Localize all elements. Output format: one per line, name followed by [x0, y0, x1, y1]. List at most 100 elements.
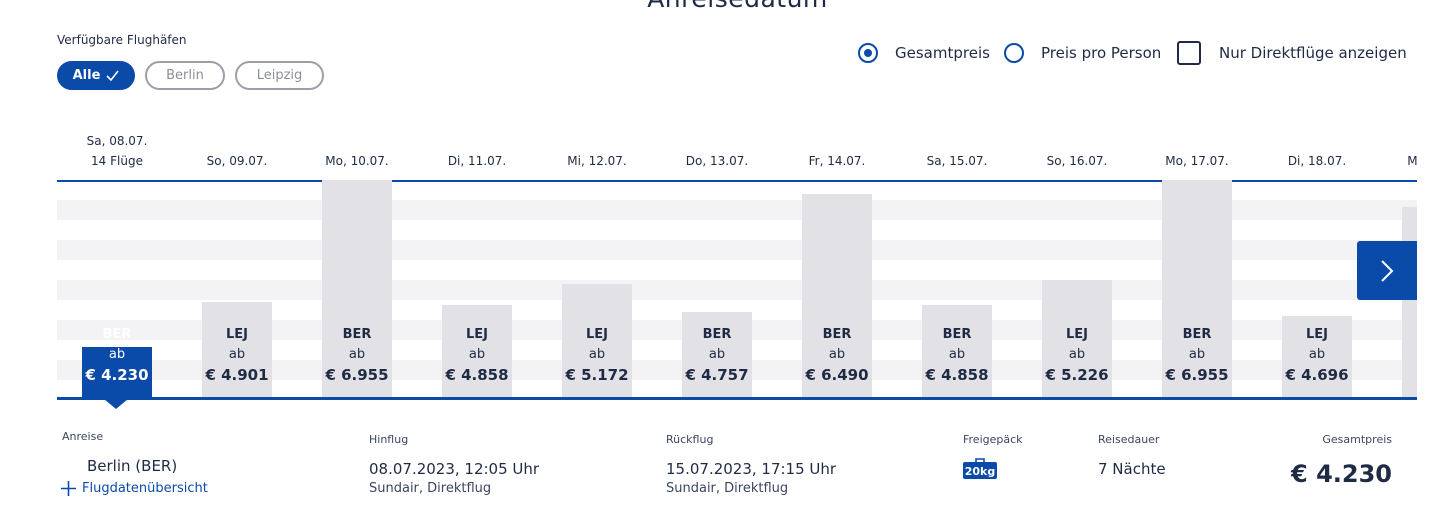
bar-price-label: BER ab € 6.955: [1147, 325, 1247, 385]
hinflug-airline: Sundair, Direktflug: [369, 481, 492, 496]
rueckflug-airline: Sundair, Direktflug: [666, 481, 789, 496]
radio-unchecked-icon[interactable]: [1004, 43, 1024, 63]
duration-label: Reisedauer: [1098, 433, 1160, 446]
check-icon: [106, 70, 120, 81]
flight-overview-link[interactable]: Flugdatenübersicht: [61, 481, 208, 496]
option-direct-only-label: Nur Direktflüge anzeigen: [1219, 44, 1407, 62]
selected-day-pointer: [104, 399, 128, 409]
bar-ab-text: ab: [228, 346, 246, 362]
rueckflug-time: 15.07.2023, 17:15 Uhr: [666, 460, 837, 478]
option-total-price-label: Gesamtpreis: [895, 44, 990, 62]
bar-airport-code: BER: [102, 326, 132, 342]
anreise-value: Berlin (BER): [87, 457, 178, 475]
day-price-bar[interactable]: LEJ ab € 4.696: [1282, 315, 1352, 397]
day-price-bar[interactable]: LEJ ab € 4.901: [202, 301, 272, 397]
bar-airport-code: BER: [342, 327, 372, 342]
bar-ab-text: ab: [468, 346, 486, 362]
airport-filter-berlin[interactable]: Berlin: [145, 61, 225, 90]
plus-icon: [61, 481, 76, 496]
day-date-label: Mo, 17.07.: [1165, 154, 1229, 168]
option-direct-only[interactable]: Nur Direktflüge anzeigen: [1177, 41, 1407, 65]
day-price-bar[interactable]: LEJ ab € 4.858: [442, 304, 512, 397]
bar-ab-text: ab: [588, 346, 606, 362]
bar-price-value: € 6.955: [1165, 366, 1229, 384]
bar-price-label: LEJ ab € 4.696: [1267, 325, 1367, 385]
hinflug-time: 08.07.2023, 12:05 Uhr: [369, 460, 540, 478]
bar-price-value: € 4.757: [685, 365, 749, 384]
day-date-label: Sa, 08.07. 14 Flüge: [57, 131, 177, 171]
total-price: € 4.230: [1291, 460, 1392, 488]
chart-gridline: [57, 240, 1417, 260]
option-per-person-label: Preis pro Person: [1041, 44, 1162, 62]
bar-price-label: LEJ ab € 5.172: [547, 325, 647, 385]
day-date-label: So, 09.07.: [206, 154, 268, 168]
bar-price-value: € 4.230: [85, 365, 149, 384]
day-date-label: Do, 13.07.: [685, 154, 749, 168]
bar-price-value: € 6.955: [325, 366, 389, 384]
bar-price-value: € 5.172: [565, 365, 629, 384]
bar-price-value: € 4.901: [205, 365, 269, 384]
airport-filter-all[interactable]: Alle: [57, 61, 135, 90]
radio-checked-icon[interactable]: [858, 43, 878, 63]
baggage-label: Freigepäck: [963, 433, 1023, 446]
airport-filter-all-label: Alle: [72, 68, 101, 83]
bar-price-value: € 4.858: [445, 365, 509, 384]
bar-airport-code: LEJ: [1305, 326, 1328, 342]
airports-label: Verfügbare Flughäfen: [57, 33, 187, 47]
day-price-bar[interactable]: BER ab € 4.757: [682, 311, 752, 397]
day-price-bar[interactable]: BER ab € 4.858: [922, 304, 992, 397]
bar-price-value: € 5.226: [1045, 365, 1109, 384]
bar-price-label: LEJ ab € 4.901: [187, 325, 287, 385]
bar-airport-code: LEJ: [1065, 326, 1088, 342]
calendar-baseline: [57, 397, 1417, 400]
anreise-label: Anreise: [62, 430, 104, 443]
bar-ab-text: ab: [708, 346, 726, 362]
page-title: Anreisedatum: [0, 0, 1455, 13]
bar-airport-code: LEJ: [225, 326, 248, 342]
bar-price-label: LEJ ab € 5.226: [1027, 325, 1127, 385]
day-price-bar[interactable]: [1402, 207, 1417, 397]
day-date-label: Mo, 10.07.: [325, 154, 389, 168]
bar-ab-text: ab: [828, 346, 846, 362]
checkbox-icon[interactable]: [1177, 41, 1201, 65]
bar-airport-code: BER: [1182, 327, 1212, 342]
duration-value: 7 Nächte: [1098, 460, 1166, 478]
day-price-bar[interactable]: BER ab € 4.230: [82, 327, 152, 397]
option-per-person[interactable]: Preis pro Person: [1004, 41, 1161, 65]
day-date-label: Mi, 19.07.: [1407, 154, 1417, 168]
bar-price-label: BER ab € 6.490: [787, 325, 887, 385]
rueckflug-label: Rückflug: [666, 433, 714, 446]
option-total-price[interactable]: Gesamtpreis: [858, 41, 990, 65]
bar-airport-code: BER: [822, 326, 852, 342]
bar-ab-text: ab: [348, 347, 366, 362]
day-price-bar[interactable]: BER ab € 6.955: [1162, 180, 1232, 397]
airport-filter-leipzig[interactable]: Leipzig: [235, 61, 324, 90]
bar-price-label: BER ab € 4.858: [907, 325, 1007, 385]
bar-airport-code: BER: [942, 326, 972, 342]
hinflug-label: Hinflug: [369, 433, 409, 446]
bar-price-label: BER ab € 6.955: [307, 325, 407, 385]
day-price-bar[interactable]: LEJ ab € 5.172: [562, 283, 632, 397]
day-flight-count: 14 Flüge: [91, 154, 143, 168]
bar-ab-text: ab: [1308, 346, 1326, 362]
next-days-button[interactable]: [1357, 241, 1417, 300]
day-date-label: Mi, 12.07.: [567, 154, 627, 168]
day-price-bar[interactable]: BER ab € 6.955: [322, 180, 392, 397]
day-price-bar[interactable]: LEJ ab € 5.226: [1042, 279, 1112, 397]
day-date-label: Di, 11.07.: [447, 154, 507, 168]
day-date-label: Fr, 14.07.: [808, 154, 866, 168]
bar-airport-code: LEJ: [585, 326, 608, 342]
day-date-label: So, 16.07.: [1046, 154, 1108, 168]
bar-ab-text: ab: [108, 346, 126, 362]
bar-price-value: € 4.696: [1285, 365, 1349, 384]
day-price-bar[interactable]: BER ab € 6.490: [802, 194, 872, 397]
chart-gridline: [57, 200, 1417, 220]
bar-price-label: LEJ ab € 4.858: [427, 325, 527, 385]
bar-ab-text: ab: [1188, 347, 1206, 362]
day-date-text: Sa, 08.07.: [86, 134, 148, 148]
baggage-icon: 20kg: [963, 458, 997, 479]
bar-price-label: BER ab € 4.757: [667, 325, 767, 385]
bar-airport-code: BER: [702, 326, 732, 342]
flight-overview-label: Flugdatenübersicht: [82, 481, 208, 496]
chevron-right-icon: [1381, 259, 1394, 282]
